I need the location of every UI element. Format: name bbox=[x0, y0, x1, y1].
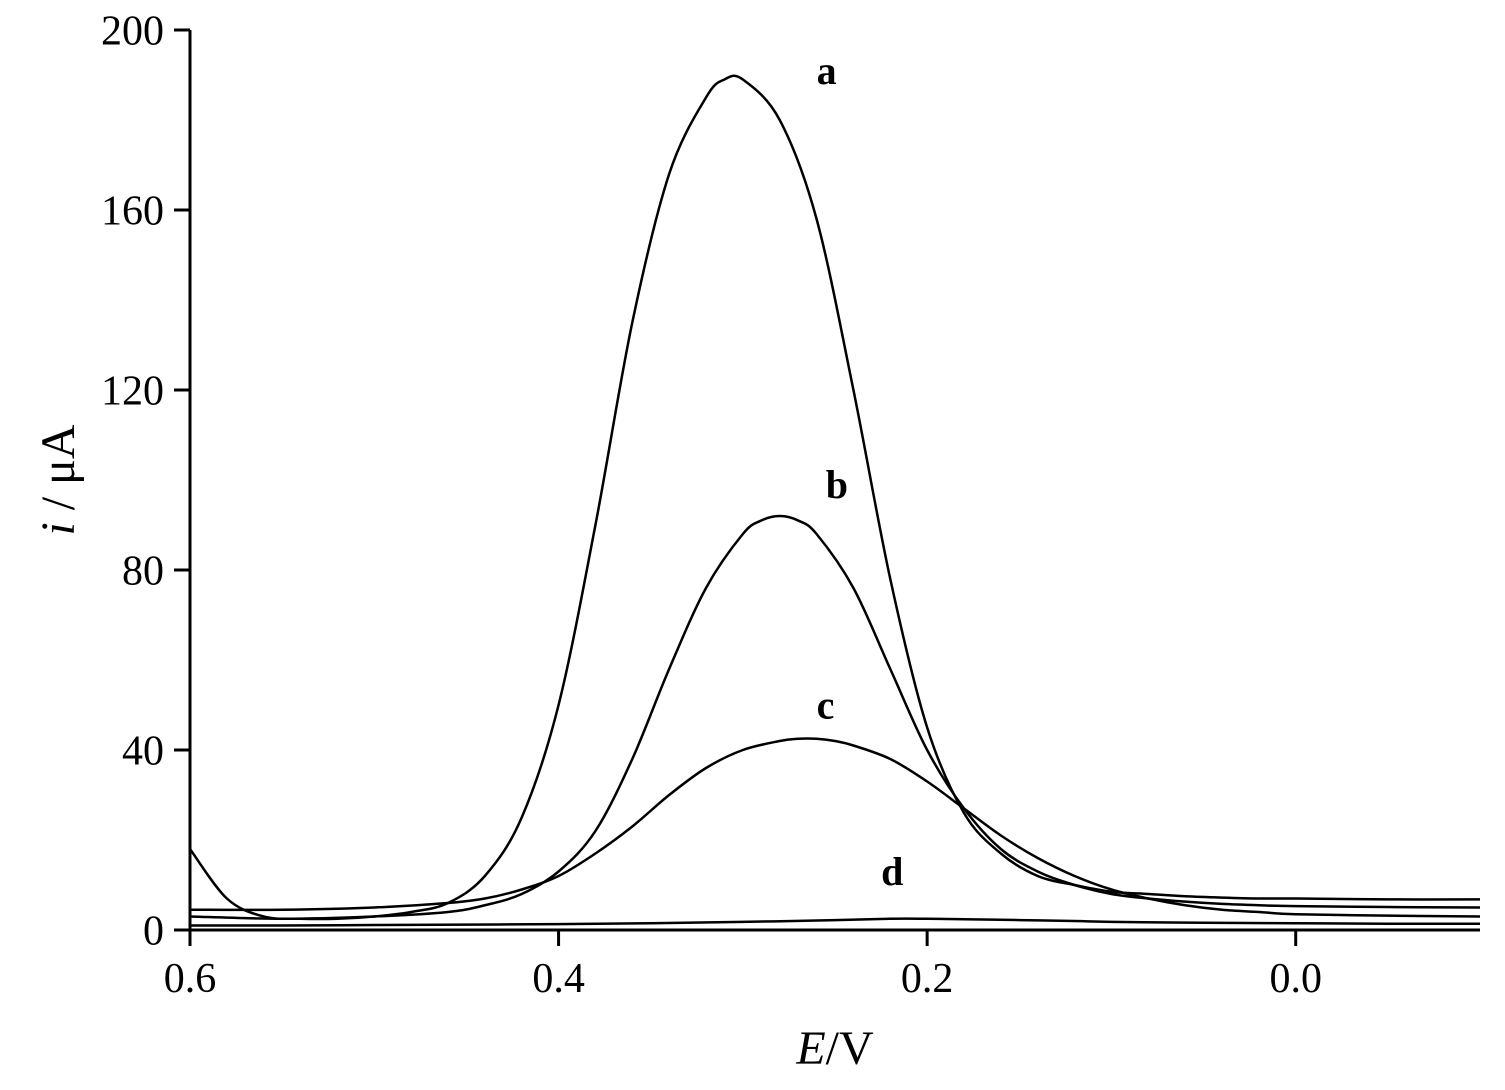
series-b bbox=[190, 516, 1480, 919]
y-tick-label: 160 bbox=[101, 189, 164, 235]
chart-svg: 0.6 0.4 0.2 0.0 0 40 80 120 160 200 E/V i / μA a b c d bbox=[0, 0, 1505, 1090]
x-tick-label: 0.2 bbox=[901, 956, 954, 1002]
y-tick-label: 40 bbox=[122, 729, 164, 775]
series-label-a: a bbox=[817, 48, 837, 93]
x-axis-label: E/V bbox=[795, 1022, 874, 1075]
y-tick-label: 80 bbox=[122, 549, 164, 595]
y-tick-label: 0 bbox=[143, 909, 164, 955]
series-c bbox=[190, 738, 1480, 916]
x-tick-label: 0.6 bbox=[164, 956, 217, 1002]
y-tick-label: 200 bbox=[101, 9, 164, 55]
series-d bbox=[190, 919, 1480, 926]
voltammogram-chart: 0.6 0.4 0.2 0.0 0 40 80 120 160 200 E/V i / μA a b c d bbox=[0, 0, 1505, 1090]
x-tick-label: 0.4 bbox=[532, 956, 585, 1002]
y-axis-label: i / μA bbox=[32, 424, 85, 535]
series-label-b: b bbox=[826, 462, 848, 507]
x-tick-label: 0.0 bbox=[1269, 956, 1322, 1002]
y-tick-label: 120 bbox=[101, 369, 164, 415]
series-label-d: d bbox=[881, 849, 903, 894]
series-label-c: c bbox=[817, 683, 835, 728]
